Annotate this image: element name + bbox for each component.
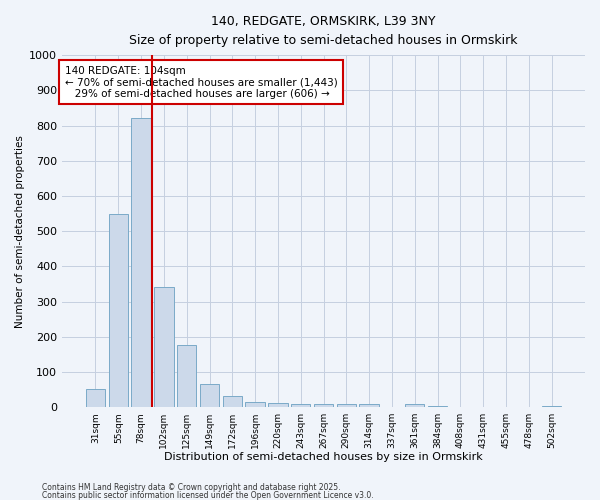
Bar [86,390,105,407]
Bar [154,288,173,407]
Bar [359,404,379,407]
Bar [291,404,310,407]
Text: Contains HM Land Registry data © Crown copyright and database right 2025.: Contains HM Land Registry data © Crown c… [42,484,341,492]
Bar [200,384,219,407]
Bar [314,404,333,407]
Title: 140, REDGATE, ORMSKIRK, L39 3NY
Size of property relative to semi-detached house: 140, REDGATE, ORMSKIRK, L39 3NY Size of … [129,15,518,47]
Y-axis label: Number of semi-detached properties: Number of semi-detached properties [15,134,25,328]
Bar [428,406,447,407]
Bar [542,406,561,407]
X-axis label: Distribution of semi-detached houses by size in Ormskirk: Distribution of semi-detached houses by … [164,452,483,462]
Bar [223,396,242,407]
Bar [109,214,128,407]
Bar [268,402,287,407]
Bar [405,404,424,407]
Bar [245,402,265,407]
Bar [131,118,151,407]
Text: Contains public sector information licensed under the Open Government Licence v3: Contains public sector information licen… [42,490,374,500]
Text: 140 REDGATE: 104sqm
← 70% of semi-detached houses are smaller (1,443)
   29% of : 140 REDGATE: 104sqm ← 70% of semi-detach… [65,66,337,99]
Bar [177,346,196,407]
Bar [337,404,356,407]
